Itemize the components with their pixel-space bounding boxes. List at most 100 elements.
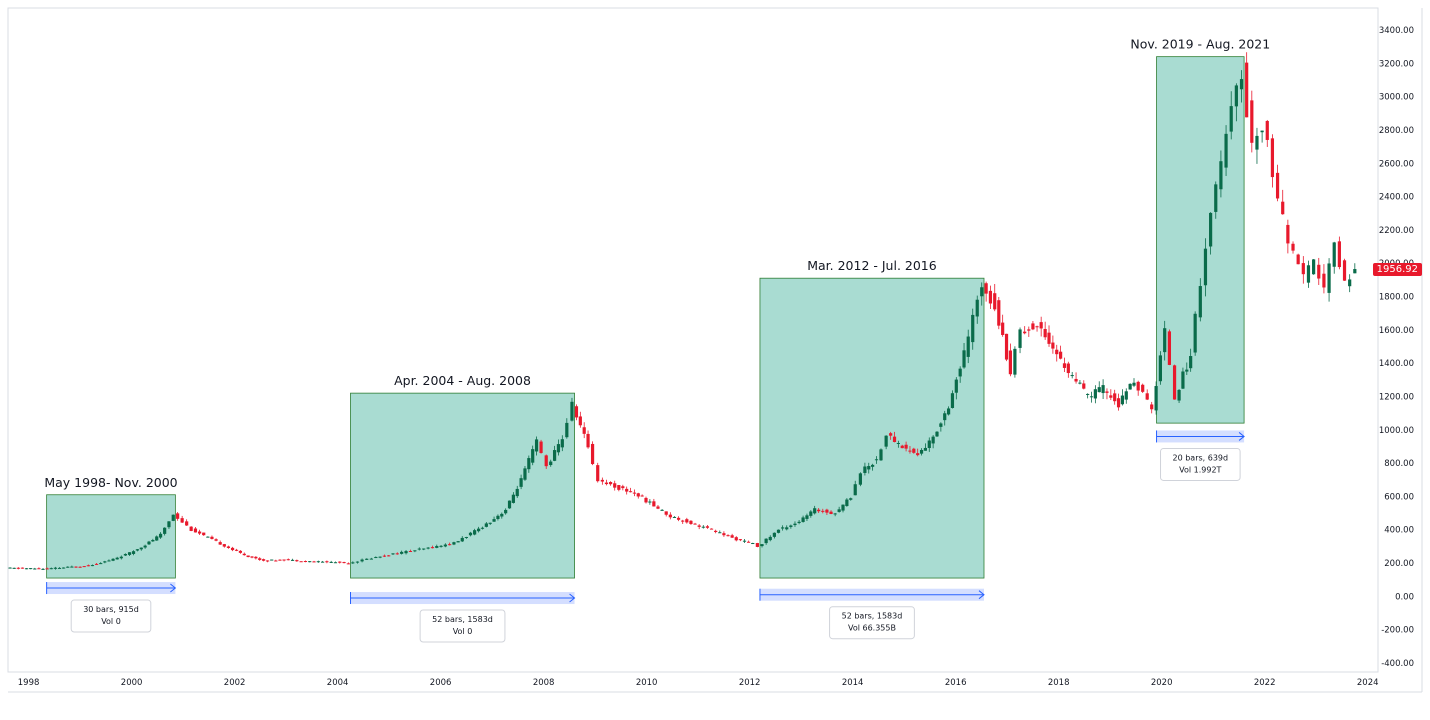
candle-body [742, 540, 747, 542]
range-info-text: Vol 1.992T [1179, 465, 1221, 474]
candle-body [484, 523, 488, 527]
candle-body [1145, 393, 1149, 400]
candle-body [966, 336, 970, 357]
candle-body [151, 539, 155, 542]
y-tick-label: 3200.00 [1379, 59, 1414, 69]
candle-body [689, 520, 693, 524]
candle-body [308, 561, 312, 563]
candle-body [652, 501, 656, 507]
candle-body [668, 514, 672, 518]
candle-body [523, 468, 527, 480]
candle-body [1101, 385, 1105, 394]
candle-body [604, 482, 609, 485]
candle-body [954, 379, 958, 393]
x-tick-label: 2006 [430, 678, 452, 688]
candle-body [664, 511, 668, 515]
candle-body [1209, 212, 1213, 247]
candle-body [197, 531, 202, 534]
candle-body [452, 542, 456, 545]
candle-body [1317, 264, 1321, 279]
candle-body [705, 526, 710, 528]
x-tick-label: 2008 [533, 678, 555, 688]
candle-body [37, 568, 41, 570]
candle-body [395, 553, 399, 555]
zone-title: Nov. 2019 - Aug. 2021 [1130, 37, 1270, 52]
candle-body [1116, 398, 1121, 408]
candle-body [214, 539, 218, 541]
candle-body [460, 537, 464, 542]
candle-body [53, 567, 57, 569]
candle-body [222, 544, 226, 547]
candle-body [785, 527, 789, 530]
candle-body [534, 439, 539, 452]
candle-body [1074, 378, 1078, 382]
candle-body [900, 445, 904, 449]
x-axis[interactable]: 1998 2000 2002 2004 2006 2008 2010 2012 2014 2016… [18, 678, 1379, 688]
candle-body [793, 523, 797, 526]
candle-body [1089, 396, 1094, 398]
candle-body [193, 528, 198, 533]
candle-body [1163, 328, 1167, 353]
candle-body [111, 558, 115, 561]
x-tick-label: 2002 [224, 678, 246, 688]
candle-body [817, 509, 821, 512]
candle-body [829, 511, 833, 515]
candle-body [1109, 395, 1113, 398]
candle-body [387, 555, 391, 557]
candle-body [772, 532, 776, 537]
x-tick-label: 2018 [1048, 678, 1070, 688]
candle-body [242, 553, 246, 556]
candle-body [879, 449, 883, 461]
candle-body [422, 548, 426, 550]
candle-body [1013, 348, 1017, 375]
candle-body [1275, 172, 1280, 199]
candle-body [426, 547, 430, 549]
candle-body [1291, 243, 1295, 251]
candle-body [1035, 326, 1039, 328]
candle-body [656, 506, 660, 509]
candle-body [185, 521, 189, 526]
candle-body [764, 538, 768, 544]
candle-body [382, 555, 387, 557]
candle-body [29, 568, 33, 570]
candle-body [701, 526, 705, 528]
candle-body [325, 561, 329, 563]
range-info-text: 52 bars, 1583d [842, 612, 903, 621]
candle-body [833, 513, 837, 515]
candle-body [62, 567, 66, 569]
y-axis[interactable]: 3400.00 3200.00 3000.00 2800.00 2600.00 2400.… [1379, 26, 1414, 669]
candle-body [290, 559, 295, 561]
candle-body [1286, 224, 1290, 244]
candle-body [531, 449, 535, 463]
range-arrow [170, 583, 177, 593]
candle-body [119, 556, 123, 559]
candle-body [993, 293, 997, 310]
candle-body [66, 566, 70, 568]
candle-body [82, 566, 86, 568]
candle-body [338, 561, 342, 563]
candle-body [1181, 371, 1185, 389]
range-info-box [1160, 447, 1241, 481]
candle-body [841, 504, 845, 511]
candle-body [896, 442, 900, 444]
candle-body [1070, 375, 1074, 377]
candle-body [123, 553, 128, 556]
last-price-label: 1956.92 [1372, 263, 1422, 277]
x-tick-label: 2022 [1254, 678, 1276, 688]
candle-body [430, 547, 435, 549]
y-tick-label: 0.00 [1395, 592, 1414, 602]
candle-body [74, 566, 78, 568]
y-tick-label: 3400.00 [1379, 26, 1414, 36]
candle-body [714, 530, 718, 533]
candle-body [755, 543, 759, 547]
candle-body [939, 423, 943, 427]
candle-body [103, 561, 107, 563]
x-tick-label: 1998 [18, 678, 40, 688]
candle-body [180, 518, 184, 523]
candle-body [590, 443, 595, 465]
candle-body [351, 562, 355, 564]
candle-body [57, 567, 62, 569]
candle-body [33, 568, 37, 570]
